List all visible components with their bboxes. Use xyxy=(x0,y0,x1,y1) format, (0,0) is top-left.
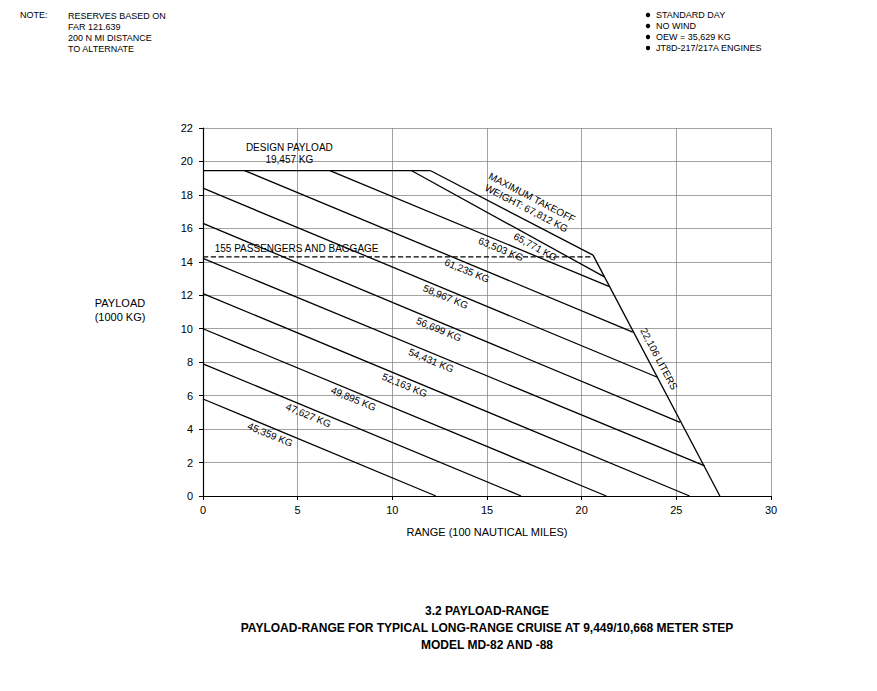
svg-text:63,503 KG: 63,503 KG xyxy=(477,235,526,264)
svg-text:22: 22 xyxy=(181,122,193,134)
svg-text:5: 5 xyxy=(295,504,301,516)
svg-text:155 PASSENGERS AND BAGGAGE: 155 PASSENGERS AND BAGGAGE xyxy=(215,243,379,254)
svg-text:52,163 KG: 52,163 KG xyxy=(381,371,430,400)
svg-text:FAR 121.639: FAR 121.639 xyxy=(68,22,121,32)
svg-text:4: 4 xyxy=(187,423,193,435)
svg-text:2: 2 xyxy=(187,457,193,469)
svg-text:NO WIND: NO WIND xyxy=(656,21,696,31)
svg-text:47,627 KG: 47,627 KG xyxy=(284,401,333,430)
svg-text:30: 30 xyxy=(765,504,777,516)
svg-text:JT8D-217/217A ENGINES: JT8D-217/217A ENGINES xyxy=(656,43,762,53)
svg-text:RESERVES BASED ON: RESERVES BASED ON xyxy=(68,11,166,21)
svg-text:65,771 KG: 65,771 KG xyxy=(511,230,559,264)
svg-text:(1000 KG): (1000 KG) xyxy=(95,311,146,323)
svg-text:TO ALTERNATE: TO ALTERNATE xyxy=(68,44,134,54)
svg-text:MAXIMUM TAKEOFF: MAXIMUM TAKEOFF xyxy=(486,170,578,225)
svg-text:18: 18 xyxy=(181,189,193,201)
svg-text:0: 0 xyxy=(187,490,193,502)
svg-text:PAYLOAD: PAYLOAD xyxy=(95,297,145,309)
svg-text:56,699 KG: 56,699 KG xyxy=(415,315,464,344)
svg-text:12: 12 xyxy=(181,289,193,301)
svg-text:20: 20 xyxy=(181,155,193,167)
svg-text:3.2 PAYLOAD-RANGE: 3.2 PAYLOAD-RANGE xyxy=(425,604,549,618)
svg-text:8: 8 xyxy=(187,356,193,368)
svg-text:58,967 KG: 58,967 KG xyxy=(422,283,471,312)
svg-text:61,235 KG: 61,235 KG xyxy=(443,256,492,285)
svg-text:19,457 KG: 19,457 KG xyxy=(265,154,313,165)
svg-text:16: 16 xyxy=(181,222,193,234)
svg-text:NOTE:: NOTE: xyxy=(20,10,48,20)
svg-text:22,106 LITERS: 22,106 LITERS xyxy=(638,326,680,392)
svg-text:25: 25 xyxy=(670,504,682,516)
svg-text:WEIGHT: 67,812 KG: WEIGHT: 67,812 KG xyxy=(483,182,570,234)
svg-text:10: 10 xyxy=(386,504,398,516)
svg-text:15: 15 xyxy=(481,504,493,516)
svg-text:20: 20 xyxy=(576,504,588,516)
svg-text:10: 10 xyxy=(181,323,193,335)
svg-text:RANGE (100 NAUTICAL MILES): RANGE (100 NAUTICAL MILES) xyxy=(407,526,568,538)
svg-text:45,359 KG: 45,359 KG xyxy=(246,420,295,449)
svg-text:0: 0 xyxy=(200,504,206,516)
svg-text:DESIGN PAYLOAD: DESIGN PAYLOAD xyxy=(246,142,333,153)
svg-text:STANDARD DAY: STANDARD DAY xyxy=(656,10,725,20)
svg-text:6: 6 xyxy=(187,390,193,402)
svg-text:200 N MI DISTANCE: 200 N MI DISTANCE xyxy=(68,33,152,43)
svg-text:54,431 KG: 54,431 KG xyxy=(407,346,456,374)
svg-text:49,895 KG: 49,895 KG xyxy=(329,385,378,414)
svg-text:MODEL MD-82 AND -88: MODEL MD-82 AND -88 xyxy=(421,638,553,652)
svg-text:PAYLOAD-RANGE FOR TYPICAL LONG: PAYLOAD-RANGE FOR TYPICAL LONG-RANGE CRU… xyxy=(241,621,734,635)
svg-text:OEW = 35,629 KG: OEW = 35,629 KG xyxy=(656,32,731,42)
svg-text:14: 14 xyxy=(181,256,193,268)
